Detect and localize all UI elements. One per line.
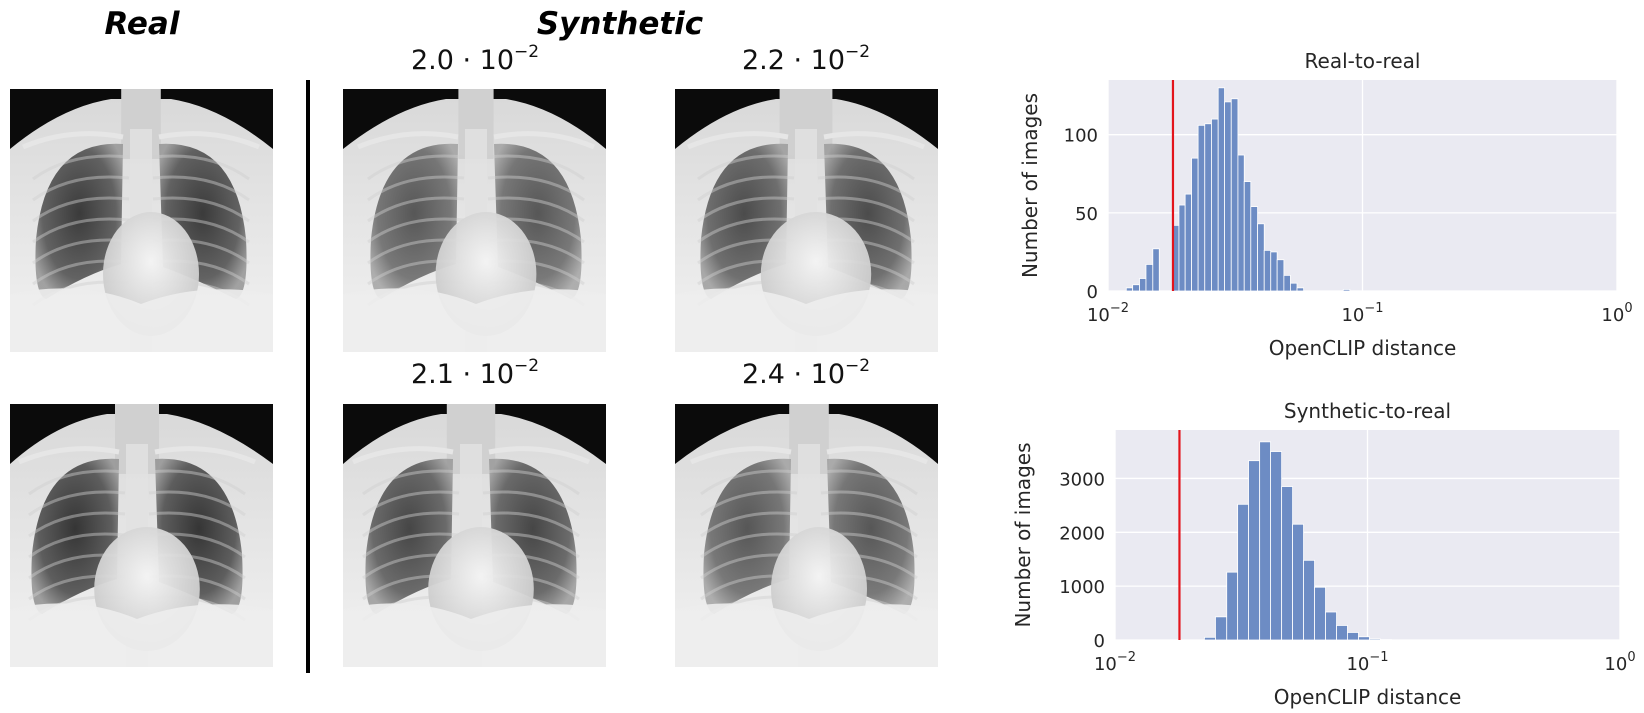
synthetic-label-2: 2.2 · 10−2 [741, 42, 871, 76]
histogram-bar [1259, 441, 1271, 641]
histogram-bar [1358, 636, 1370, 641]
x-tick-label: 100 [1604, 650, 1635, 675]
histogram-bar [1125, 287, 1134, 292]
histogram-bar [1226, 571, 1239, 641]
histogram-bar [1204, 636, 1216, 641]
synthetic-xray-image-1 [343, 89, 606, 352]
histogram-bar [1215, 616, 1228, 641]
xray-illustration [10, 89, 273, 352]
histogram-bar [1281, 486, 1293, 641]
histogram-bar [1237, 503, 1249, 641]
histogram-bar [1204, 123, 1212, 292]
y-tick-label: 3000 [1059, 469, 1105, 490]
synthetic-label-3: 2.1 · 10−2 [410, 356, 540, 390]
label-mantissa: 2.4 [741, 359, 785, 390]
y-axis-label: Number of images [1011, 442, 1035, 627]
histogram-bar [1314, 586, 1326, 641]
histogram-bar [1342, 289, 1351, 292]
histogram-bar [1224, 101, 1232, 292]
y-tick-label: 1000 [1059, 577, 1105, 598]
synthetic-xray-image-2 [675, 89, 938, 352]
histogram-bar [1243, 181, 1252, 292]
histogram-bar [1184, 193, 1192, 292]
xray-illustration [675, 89, 938, 352]
label-mantissa: 2.1 [410, 359, 454, 390]
y-tick-label: 0 [1094, 631, 1105, 652]
divider-line [306, 80, 310, 673]
histogram-bar [1283, 274, 1291, 292]
histogram-bar [1211, 118, 1219, 292]
synthetic-heading: Synthetic [536, 6, 704, 42]
histogram-bar [1217, 87, 1225, 292]
histogram-bar [1250, 206, 1258, 292]
y-tick-label: 2000 [1059, 523, 1105, 544]
y-tick-label: 0 [1087, 282, 1098, 303]
histogram-bar [1325, 611, 1337, 641]
histogram-bar [1191, 157, 1199, 292]
real-heading: Real [104, 6, 180, 42]
histogram-bar [1290, 282, 1298, 292]
label-exponent: −2 [845, 42, 871, 62]
xray-illustration [10, 404, 273, 667]
label-exponent: −2 [514, 356, 540, 376]
synthetic-label-1: 2.0 · 10−2 [410, 42, 540, 76]
label-exponent: −2 [514, 42, 540, 62]
chart-title: Real-to-real [1305, 49, 1421, 73]
xray-illustration [343, 404, 606, 667]
x-axis-label: OpenCLIP distance [1274, 685, 1462, 709]
label-exponent: −2 [845, 356, 871, 376]
histogram-bar [1237, 154, 1245, 292]
histogram-bar [1248, 460, 1261, 641]
histogram-bar [1178, 204, 1186, 292]
histogram-bar [1347, 632, 1359, 641]
label-mantissa: 2.2 [741, 45, 785, 76]
histogram-bar [1230, 98, 1239, 292]
histogram-bar [1132, 284, 1140, 292]
histogram-bar [1369, 638, 1381, 641]
y-tick-label: 50 [1075, 204, 1098, 225]
histogram-bar [1257, 223, 1265, 292]
xray-illustration [343, 89, 606, 352]
y-tick-label: 100 [1064, 126, 1098, 147]
histogram-bar [1336, 625, 1348, 641]
histogram-bar [1296, 287, 1305, 292]
label-mantissa: 2.0 [410, 45, 454, 76]
y-axis-label: Number of images [1018, 93, 1042, 278]
histogram-bar [1263, 249, 1272, 292]
histogram-synthetic-to-real: Synthetic-to-real 0 1000 2000 3000 10−2 10−1 10… [1011, 399, 1636, 709]
x-tick-label: 10−1 [1346, 650, 1388, 675]
synthetic-xray-image-3 [343, 404, 606, 667]
histogram-bar [1197, 124, 1206, 292]
x-tick-label: 10−2 [1094, 650, 1136, 675]
histogram-bar [1152, 248, 1160, 292]
histogram-bar [1145, 264, 1154, 292]
histogram-bar [1270, 251, 1278, 292]
histogram-bar [1276, 259, 1285, 292]
x-tick-label: 10−2 [1087, 301, 1129, 326]
chart-title: Synthetic-to-real [1284, 399, 1451, 423]
x-tick-label: 10−1 [1341, 301, 1383, 326]
histogram-bar [1139, 278, 1147, 292]
x-tick-label: 100 [1601, 301, 1632, 326]
real-xray-image-1 [10, 89, 273, 352]
histogram-real-to-real: Real-to-real 0 50 100 10−2 10−1 100 OpenCLIP di… [1018, 49, 1633, 360]
histogram-bar [1303, 559, 1315, 641]
histogram-bar [1270, 451, 1283, 641]
histogram-bar [1292, 523, 1304, 641]
synthetic-label-4: 2.4 · 10−2 [741, 356, 871, 390]
real-xray-image-2 [10, 404, 273, 667]
x-axis-label: OpenCLIP distance [1269, 336, 1457, 360]
synthetic-xray-image-4 [675, 404, 938, 667]
xray-illustration [675, 404, 938, 667]
